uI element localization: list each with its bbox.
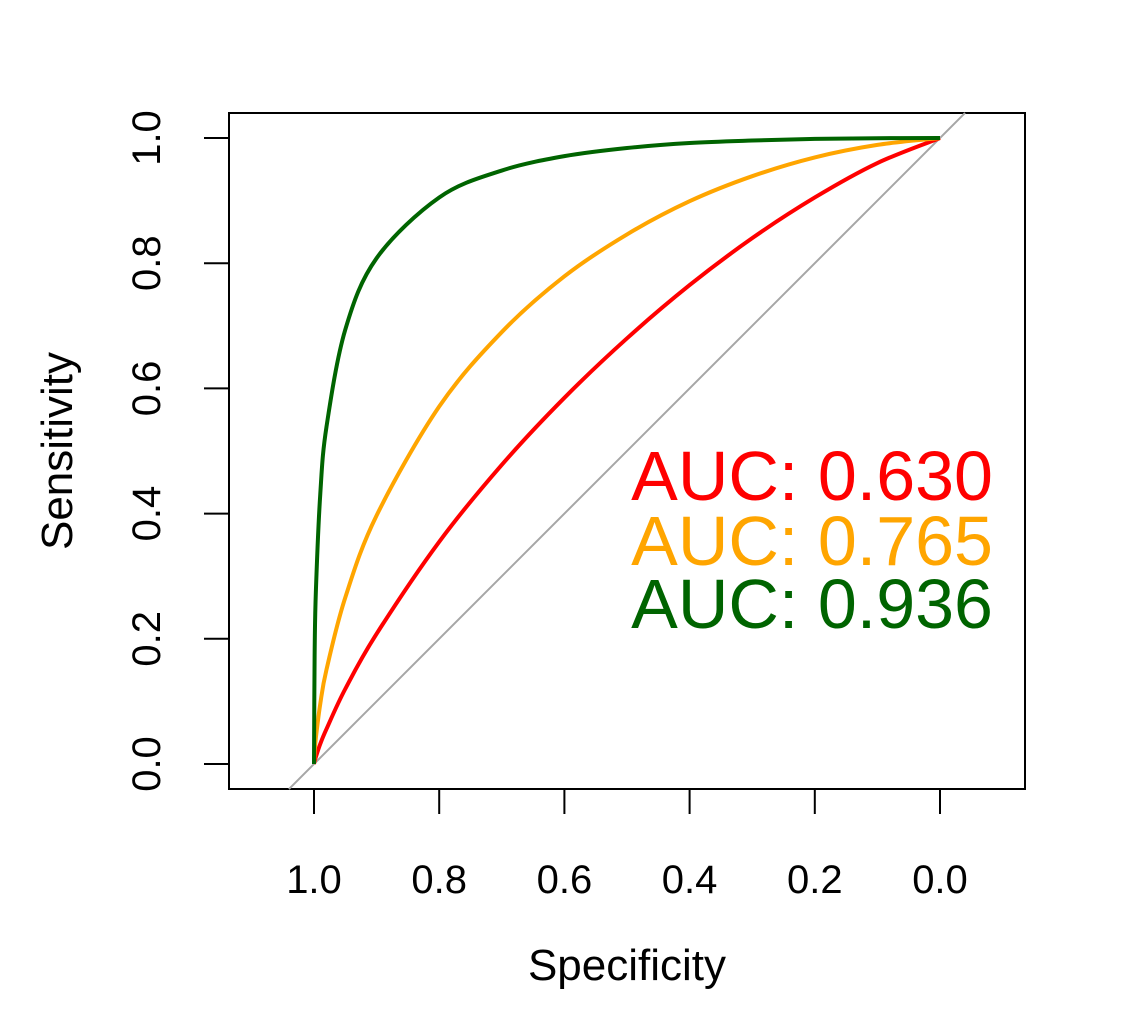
- auc-label-3: AUC: 0.936: [631, 565, 993, 643]
- auc-label-2: AUC: 0.765: [631, 502, 993, 580]
- x-tick-label: 0.2: [787, 858, 843, 902]
- x-tick-label: 0.8: [411, 858, 467, 902]
- y-tick-label: 0.4: [125, 486, 169, 542]
- y-tick-label: 0.6: [125, 361, 169, 417]
- y-tick-label: 0.0: [125, 736, 169, 792]
- auc-label-1: AUC: 0.630: [631, 437, 993, 515]
- x-tick-label: 1.0: [286, 858, 342, 902]
- y-axis-label: Sensitivity: [33, 352, 82, 550]
- y-tick-label: 1.0: [125, 110, 169, 166]
- x-tick-label: 0.4: [662, 858, 718, 902]
- roc-curve-2: [312, 136, 941, 765]
- reference-diagonal: [288, 112, 966, 790]
- y-tick-label: 0.8: [125, 235, 169, 291]
- plot-box: [228, 112, 1026, 790]
- x-tick-label: 0.6: [537, 858, 593, 902]
- x-axis-label: Specificity: [528, 941, 726, 990]
- y-tick-label: 0.2: [125, 611, 169, 667]
- roc-curve-3: [312, 136, 941, 765]
- x-tick-label: 0.0: [912, 858, 968, 902]
- roc-curve-1: [312, 136, 941, 765]
